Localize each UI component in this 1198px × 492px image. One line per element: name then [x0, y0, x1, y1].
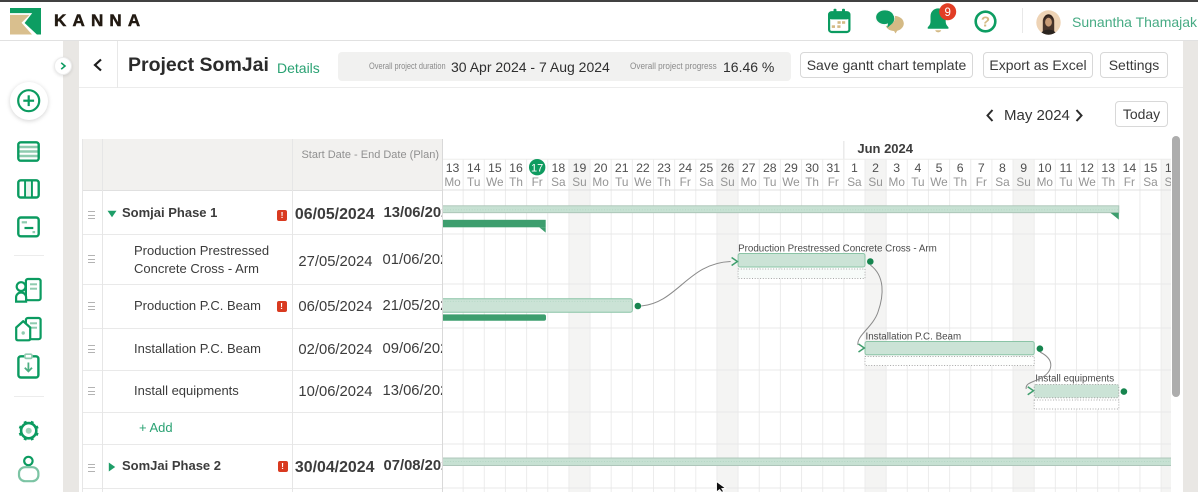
svg-text:Fr: Fr — [680, 175, 691, 189]
svg-text:Tu: Tu — [467, 175, 480, 189]
svg-text:Sa: Sa — [995, 175, 1010, 189]
svg-text:6: 6 — [957, 161, 964, 175]
svg-text:9: 9 — [1020, 161, 1027, 175]
svg-text:16: 16 — [1165, 161, 1171, 175]
svg-text:Tu: Tu — [911, 175, 924, 189]
svg-text:11: 11 — [1060, 161, 1073, 175]
svg-text:Sa: Sa — [1143, 175, 1158, 189]
svg-text:Tu: Tu — [1059, 175, 1072, 189]
svg-text:23: 23 — [657, 161, 671, 175]
svg-text:Th: Th — [509, 175, 523, 189]
svg-text:Mo: Mo — [592, 175, 609, 189]
svg-text:Su: Su — [1016, 175, 1030, 189]
svg-text:We: We — [930, 175, 948, 189]
svg-text:Production Prestressed Concret: Production Prestressed Concrete Cross - … — [738, 244, 937, 255]
svg-text:4: 4 — [914, 161, 921, 175]
svg-text:Installation P.C. Beam: Installation P.C. Beam — [866, 331, 962, 342]
svg-text:Sa: Sa — [551, 175, 566, 189]
svg-text:24: 24 — [678, 161, 692, 175]
svg-text:25: 25 — [700, 161, 714, 175]
svg-text:2: 2 — [872, 161, 879, 175]
svg-text:19: 19 — [573, 161, 587, 175]
svg-text:Install equipments: Install equipments — [1035, 374, 1114, 385]
svg-text:Fr: Fr — [976, 175, 987, 189]
svg-text:?: ? — [981, 13, 990, 30]
svg-text:13: 13 — [446, 161, 460, 175]
svg-text:14: 14 — [1123, 161, 1137, 175]
svg-text:29: 29 — [784, 161, 798, 175]
svg-text:Th: Th — [657, 175, 671, 189]
svg-text:26: 26 — [721, 161, 735, 175]
svg-text:16: 16 — [509, 161, 523, 175]
svg-text:22: 22 — [636, 161, 650, 175]
svg-text:We: We — [1078, 175, 1096, 189]
svg-text:Tu: Tu — [615, 175, 628, 189]
svg-text:Su: Su — [720, 175, 734, 189]
svg-text:Su: Su — [572, 175, 586, 189]
svg-text:28: 28 — [763, 161, 777, 175]
svg-text:Mo: Mo — [444, 175, 461, 189]
svg-text:Mo: Mo — [740, 175, 757, 189]
svg-text:We: We — [782, 175, 800, 189]
svg-text:Jun 2024: Jun 2024 — [857, 141, 913, 156]
svg-text:17: 17 — [531, 162, 543, 174]
svg-text:30: 30 — [805, 161, 819, 175]
svg-text:12: 12 — [1080, 161, 1094, 175]
svg-text:21: 21 — [615, 161, 629, 175]
svg-text:Sa: Sa — [847, 175, 862, 189]
svg-text:20: 20 — [594, 161, 608, 175]
svg-text:We: We — [634, 175, 652, 189]
svg-text:31: 31 — [826, 161, 840, 175]
svg-text:Fr: Fr — [828, 175, 839, 189]
svg-text:7: 7 — [978, 161, 985, 175]
svg-text:Su: Su — [868, 175, 882, 189]
svg-text:Th: Th — [953, 175, 967, 189]
svg-text:Mo: Mo — [1037, 175, 1054, 189]
svg-text:1: 1 — [851, 161, 858, 175]
svg-text:27: 27 — [742, 161, 756, 175]
svg-text:Mo: Mo — [889, 175, 906, 189]
svg-text:Th: Th — [1101, 175, 1115, 189]
svg-text:We: We — [486, 175, 504, 189]
svg-text:Tu: Tu — [763, 175, 776, 189]
svg-text:Su: Su — [1164, 175, 1171, 189]
svg-text:14: 14 — [467, 161, 481, 175]
svg-text:15: 15 — [488, 161, 502, 175]
svg-text:10: 10 — [1038, 161, 1052, 175]
svg-text:3: 3 — [893, 161, 900, 175]
svg-text:Fr: Fr — [532, 175, 543, 189]
svg-text:Th: Th — [805, 175, 819, 189]
svg-text:Sa: Sa — [699, 175, 714, 189]
svg-text:15: 15 — [1144, 161, 1158, 175]
svg-text:18: 18 — [551, 161, 565, 175]
svg-text:5: 5 — [936, 161, 943, 175]
svg-text:Fr: Fr — [1124, 175, 1135, 189]
svg-text:9: 9 — [944, 7, 950, 19]
svg-text:8: 8 — [999, 161, 1006, 175]
svg-text:13: 13 — [1101, 161, 1115, 175]
